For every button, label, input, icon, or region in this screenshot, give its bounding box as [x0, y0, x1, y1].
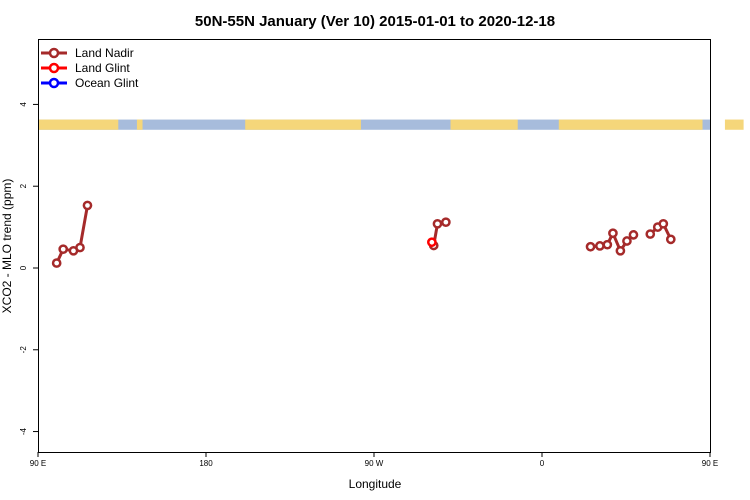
ocean-strip [38, 119, 710, 130]
x-tick-label: 0 [540, 459, 545, 468]
plot-series [51, 200, 676, 268]
x-tick-label: 90 E [702, 459, 718, 468]
data-point-land-nadir [665, 234, 676, 245]
legend-marker-land-glint [48, 62, 60, 74]
x-axis-label: Longitude [349, 477, 402, 491]
land-strip-segment [724, 119, 744, 130]
land-strip-segment [38, 119, 119, 130]
data-point-land-nadir [82, 200, 93, 211]
y-tick-label: -4 [19, 427, 28, 435]
data-point-land-nadir [628, 230, 639, 240]
surface-strip [38, 119, 744, 130]
x-tick-label: 90 E [30, 459, 46, 468]
data-point-land-glint [427, 237, 437, 248]
land-strip-segment [136, 119, 143, 130]
data-point-land-nadir [432, 218, 443, 229]
data-point-land-nadir [658, 218, 669, 229]
data-point-land-nadir [645, 229, 656, 239]
land-strip-segment [245, 119, 361, 130]
legend-marker-land-nadir [48, 47, 60, 59]
legend-label-land-glint: Land Glint [75, 61, 130, 75]
data-point-land-nadir [75, 242, 85, 253]
data-point-land-nadir [441, 217, 451, 228]
land-strip-segment [450, 119, 518, 130]
land-strip-segment [558, 119, 703, 130]
data-point-land-nadir [615, 245, 626, 256]
x-tick-label: 180 [199, 459, 213, 468]
data-point-land-nadir [51, 258, 62, 268]
data-point-land-nadir [608, 228, 618, 239]
y-tick-label: 0 [19, 265, 28, 270]
legend-marker-ocean-glint [48, 77, 60, 89]
legend: Land Nadir Land Glint Ocean Glint [41, 46, 139, 90]
data-point-land-nadir [622, 236, 632, 246]
data-point-land-nadir [58, 244, 69, 255]
data-point-land-nadir [585, 241, 596, 252]
chart-title: 50N-55N January (Ver 10) 2015-01-01 to 2… [195, 13, 555, 30]
y-axis-label: XCO2 - MLO trend (ppm) [0, 179, 14, 314]
legend-label-land-nadir: Land Nadir [75, 46, 134, 60]
y-tick-label: 2 [19, 183, 28, 188]
x-axis-ticks: 90 E 180 90 W 0 90 E [30, 452, 718, 468]
y-tick-label: 4 [19, 102, 28, 107]
x-tick-label: 90 W [365, 459, 384, 468]
data-point-land-nadir [595, 241, 605, 251]
legend-label-ocean-glint: Ocean Glint [75, 76, 139, 90]
y-tick-label: -2 [19, 346, 28, 354]
y-axis-ticks: -4 -2 0 2 4 [19, 102, 38, 435]
data-point-land-nadir [602, 239, 613, 250]
